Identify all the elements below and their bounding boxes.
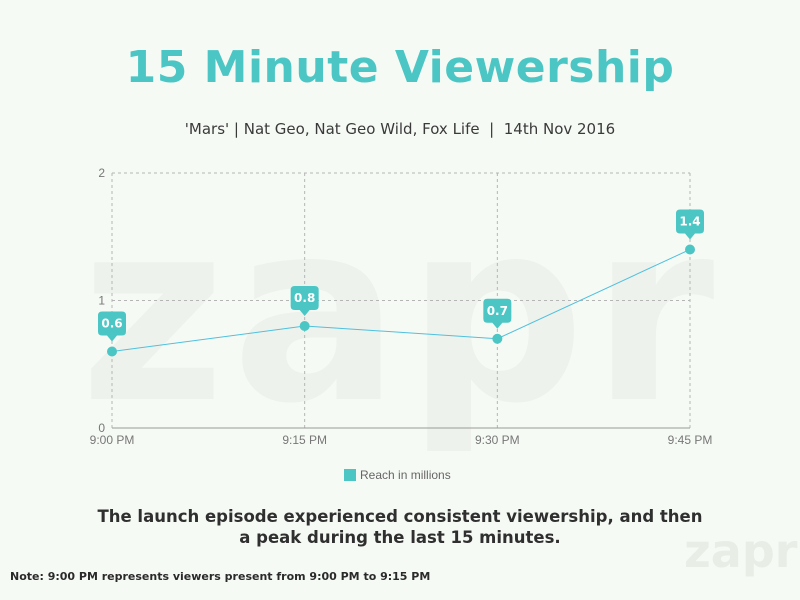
data-label-bubble — [676, 209, 704, 240]
chart-subtitle: 'Mars' | Nat Geo, Nat Geo Wild, Fox Life… — [184, 120, 616, 138]
data-label-bubble — [483, 298, 512, 329]
y-tick-label: 0 — [98, 421, 105, 435]
footnote: Note: 9:00 PM represents viewers present… — [10, 570, 431, 583]
data-point — [107, 346, 117, 357]
chart-axes — [111, 173, 690, 429]
series-line — [111, 249, 691, 352]
x-tick-label: 9:00 PM — [90, 433, 135, 447]
data-label-bubble — [290, 286, 319, 316]
chart-grid — [112, 172, 691, 428]
x-tick-label: 9:45 PM — [668, 433, 713, 447]
chart-title: 15 Minute Viewership — [125, 42, 675, 93]
data-point — [299, 321, 310, 331]
data-point — [685, 244, 695, 255]
data-label: 0.7 — [487, 304, 508, 318]
x-tick-label: 9:30 PM — [475, 433, 520, 447]
chart-data-labels: 0.6 0.8 0.7 1.4 — [98, 209, 704, 342]
chart-series — [107, 244, 695, 357]
data-label: 0.6 — [101, 317, 122, 331]
data-label-bubble — [98, 311, 126, 342]
chart-legend: Reach in millions — [344, 468, 451, 482]
y-tick-label: 2 — [98, 166, 105, 180]
y-tick-label: 1 — [98, 294, 105, 308]
data-label: 1.4 — [679, 215, 700, 229]
x-tick-label: 9:15 PM — [282, 433, 327, 447]
data-label: 0.8 — [294, 291, 315, 305]
watermark-background: zapr — [80, 167, 721, 458]
insight-text: The launch episode experienced consisten… — [97, 507, 703, 547]
chart-tick-labels: 0 1 2 9:00 PM 9:15 PM 9:30 PM 9:45 PM — [90, 166, 713, 447]
zapr-logo: zapr — [684, 524, 798, 578]
legend-label: Reach in millions — [360, 468, 451, 482]
data-point — [492, 333, 503, 344]
legend-swatch — [344, 469, 356, 481]
